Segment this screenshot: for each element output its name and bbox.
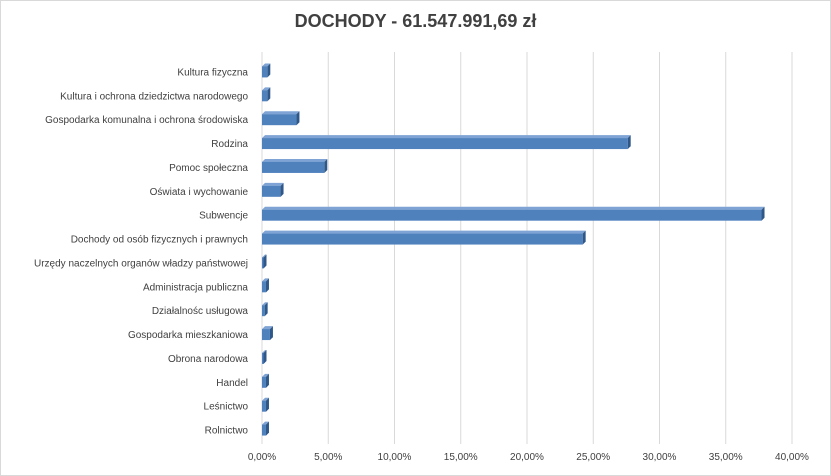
category-labels: Kultura fizyczna Kultura i ochrona dziedz… [34, 67, 248, 436]
bar [262, 278, 269, 293]
x-tick-labels: 0,00% 5,00% 10,00% 15,00% 20,00% 25,00% 30,00%… [248, 452, 809, 463]
bar [262, 230, 586, 245]
bar [262, 135, 631, 150]
x-tick-label: 10,00% [378, 452, 412, 463]
category-label: Handel [216, 378, 248, 389]
bar [262, 87, 271, 102]
bar [262, 373, 269, 388]
bar [262, 206, 765, 221]
bar [262, 421, 269, 436]
bar [262, 182, 284, 197]
category-label: Kultura i ochrona dziedzictwa narodowego [60, 91, 248, 102]
x-tick-label: 20,00% [510, 452, 544, 463]
bar [262, 63, 271, 78]
category-label: Pomoc społeczna [169, 163, 248, 174]
category-label: Oświata i wychowanie [150, 187, 249, 198]
chart-title: DOCHODY - 61.547.991,69 zł [294, 11, 537, 31]
gridlines [261, 52, 793, 444]
category-label: Rolnictwo [205, 426, 249, 437]
bar [262, 326, 273, 341]
category-label: Rodzina [211, 139, 248, 150]
category-label: Administracja publiczna [143, 282, 248, 293]
bar [262, 302, 268, 317]
bar [262, 397, 269, 412]
bars [262, 63, 765, 436]
x-tick-label: 40,00% [775, 452, 809, 463]
category-label: Kultura fizyczna [177, 67, 248, 78]
x-tick-label: 0,00% [248, 452, 276, 463]
x-tick-label: 35,00% [709, 452, 743, 463]
category-label: Gospodarka mieszkaniowa [128, 330, 248, 341]
bar [262, 254, 267, 269]
x-tick-label: 30,00% [643, 452, 677, 463]
category-label: Obrona narodowa [168, 354, 248, 365]
bar [262, 158, 328, 173]
category-label: Leśnictwo [204, 402, 249, 413]
category-label: Dochody od osób fizycznych i prawnych [71, 235, 248, 246]
category-label: Subwencje [199, 211, 248, 222]
bar [262, 349, 267, 364]
x-tick-label: 15,00% [444, 452, 478, 463]
x-tick-label: 5,00% [314, 452, 342, 463]
category-label: Urzędy naczelnych organów władzy państwo… [34, 258, 248, 269]
bar [262, 111, 300, 126]
category-label: Gospodarka komunalna i ochrona środowisk… [45, 115, 248, 126]
x-tick-label: 25,00% [576, 452, 610, 463]
category-label: Działalnośc usługowa [152, 306, 249, 317]
